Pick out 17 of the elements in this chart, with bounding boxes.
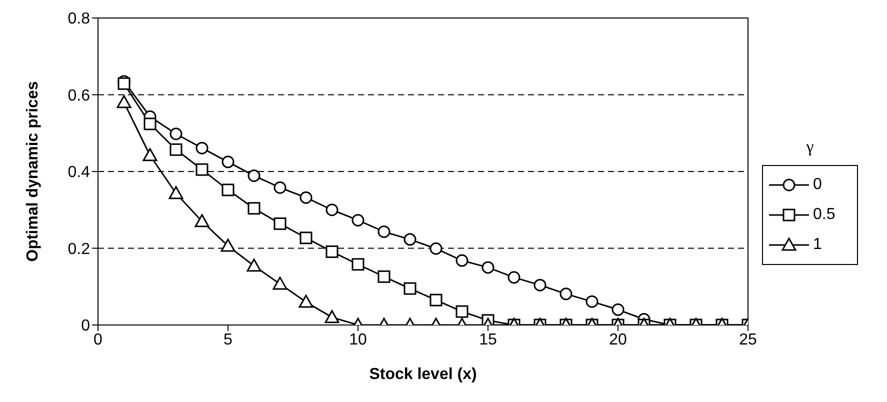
legend-title: γ bbox=[805, 136, 815, 156]
legend-label: 0.5 bbox=[813, 206, 836, 224]
y-tick-label: 0.4 bbox=[68, 164, 90, 182]
y-tick-label: 0.8 bbox=[68, 10, 90, 28]
x-tick-label: 0 bbox=[94, 331, 103, 348]
y-tick-label: 0.2 bbox=[68, 240, 90, 258]
x-tick-label: 15 bbox=[479, 331, 497, 348]
x-tick-label: 5 bbox=[224, 331, 233, 348]
legend-label: 0 bbox=[813, 176, 823, 194]
x-tick-label: 25 bbox=[739, 331, 757, 348]
y-tick-label: 0 bbox=[81, 318, 90, 335]
y-tick-label: 0.6 bbox=[68, 87, 90, 104]
x-tick-label: 10 bbox=[349, 331, 367, 348]
x-tick-label: 20 bbox=[609, 331, 627, 348]
legend-label: 1 bbox=[813, 236, 823, 254]
y-axis-title: Optimal dynamic prices bbox=[24, 81, 42, 262]
x-axis-title: Stock level (x) bbox=[369, 366, 477, 383]
